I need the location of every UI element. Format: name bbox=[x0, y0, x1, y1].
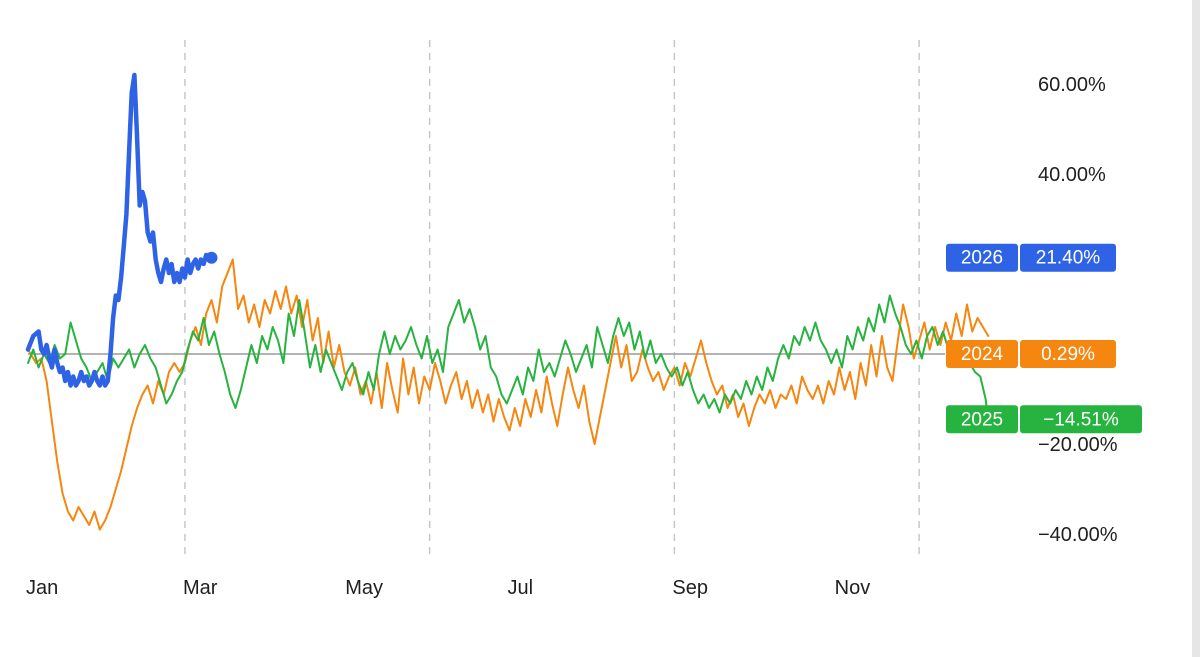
x-tick-label: Sep bbox=[672, 577, 708, 599]
series-lines bbox=[25, 72, 990, 531]
badge-value-label: 0.29% bbox=[1041, 344, 1095, 365]
y-tick-label: 60.00% bbox=[1038, 74, 1106, 96]
badge-year-bg bbox=[946, 340, 1018, 368]
series-line-2025 bbox=[27, 294, 990, 421]
x-tick-label: Mar bbox=[183, 577, 218, 599]
y-tick-label: 40.00% bbox=[1038, 164, 1106, 186]
badge-value-bg bbox=[1020, 405, 1142, 434]
series-line-2026 bbox=[25, 72, 214, 388]
badge-2024: 2024 0.29% bbox=[946, 340, 1116, 368]
series-end-dot-2026 bbox=[205, 251, 218, 264]
badge-year-label: 2024 bbox=[961, 344, 1004, 365]
badge-year-bg bbox=[946, 243, 1018, 272]
badge-value-bg bbox=[1020, 340, 1116, 368]
vertical-gridlines bbox=[184, 40, 920, 560]
x-tick-label: Jul bbox=[507, 577, 533, 599]
x-tick-label: Jan bbox=[26, 577, 58, 599]
badge-year-bg bbox=[946, 405, 1018, 434]
y-tick-label: −20.00% bbox=[1038, 434, 1118, 456]
y-axis-tick-labels: 60.00% 40.00% −20.00% −40.00% bbox=[1038, 74, 1118, 546]
badge-value-label: 21.40% bbox=[1036, 248, 1101, 269]
badge-year-label: 2026 bbox=[961, 248, 1003, 269]
badge-value-label: −14.51% bbox=[1043, 409, 1119, 430]
right-edge-strip bbox=[1192, 0, 1200, 657]
last-value-badges: 2024 0.29% 2025 −14.51% 2026 21.40% bbox=[946, 243, 1142, 434]
badge-2025: 2025 −14.51% bbox=[946, 405, 1142, 434]
badge-2026: 2026 21.40% bbox=[946, 243, 1116, 272]
badge-year-label: 2025 bbox=[961, 409, 1003, 430]
x-axis-tick-labels: Jan Mar May Jul Sep Nov bbox=[26, 577, 870, 599]
x-tick-label: May bbox=[345, 577, 383, 599]
badge-value-bg bbox=[1020, 243, 1116, 272]
y-tick-label: −40.00% bbox=[1038, 524, 1118, 546]
x-tick-label: Nov bbox=[835, 577, 871, 599]
